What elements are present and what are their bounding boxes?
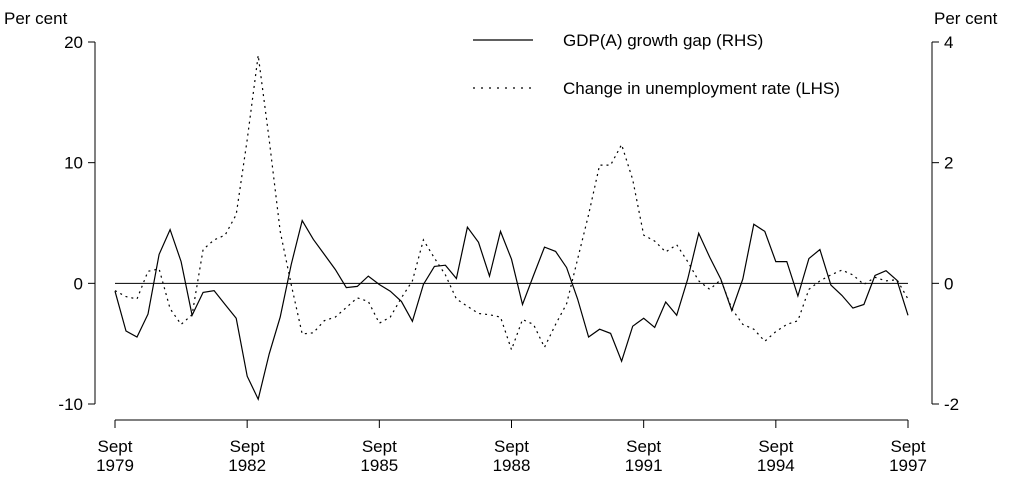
series-line bbox=[114, 219, 909, 401]
y-tick-label: 20 bbox=[64, 33, 83, 52]
y2-tick-label: 2 bbox=[944, 154, 953, 173]
x-tick-label: Sept 1997 bbox=[889, 437, 927, 475]
legend-label: Change in unemployment rate (LHS) bbox=[563, 79, 840, 98]
y2-tick-label: 4 bbox=[944, 33, 953, 52]
series-line bbox=[114, 55, 909, 352]
y-axis-label: Per cent bbox=[4, 9, 68, 28]
x-tick-label: Sept 1994 bbox=[757, 437, 795, 475]
x-tick-label: Sept 1985 bbox=[360, 437, 398, 475]
legend-label: GDP(A) growth gap (RHS) bbox=[563, 31, 763, 50]
y-tick-label: -10 bbox=[58, 395, 83, 414]
x-tick-label: Sept 1991 bbox=[625, 437, 663, 475]
y2-tick-label: 0 bbox=[944, 274, 953, 293]
x-tick-label: Sept 1979 bbox=[96, 437, 134, 475]
y2-axis-label: Per cent bbox=[934, 9, 998, 28]
y2-tick-label: -2 bbox=[944, 395, 959, 414]
x-tick-label: Sept 1988 bbox=[493, 437, 531, 475]
y-tick-label: 10 bbox=[64, 154, 83, 173]
y-tick-label: 0 bbox=[74, 274, 83, 293]
x-tick-label: Sept 1982 bbox=[228, 437, 266, 475]
